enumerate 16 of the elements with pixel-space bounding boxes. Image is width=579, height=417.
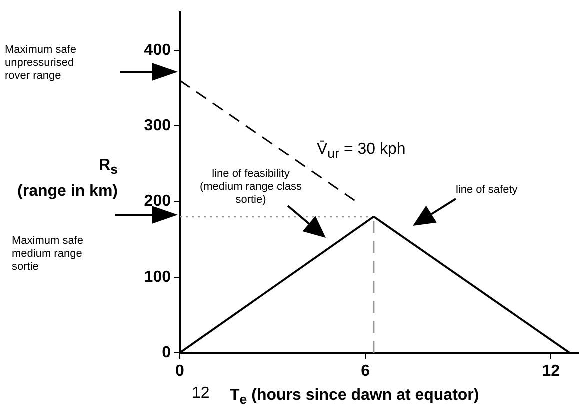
x-axis-title: T$_{e}$ (hours since dawn at equator) bbox=[230, 387, 480, 408]
y-tick-label: 300 bbox=[144, 117, 172, 134]
y-tick-label: 0 bbox=[162, 344, 172, 362]
annotation: line of safety bbox=[456, 184, 519, 197]
text: Maximum safe medium range sortie bbox=[12, 235, 85, 274]
annotation: V̄$_{ur}$ = 30 kph bbox=[317, 140, 407, 164]
y-axis-title: R$_{s}$ (range in km) bbox=[16, 156, 118, 202]
y-tick-label: 400 bbox=[144, 42, 172, 59]
x-tick-label: 12 bbox=[542, 363, 560, 380]
y-tick-label: 100 bbox=[144, 268, 172, 286]
text: Maximum safe unpressurised rover range bbox=[5, 44, 78, 83]
x-tick-label: 0 bbox=[176, 363, 185, 380]
x-tick-label: 6 bbox=[361, 363, 370, 380]
y-tick-label: 200 bbox=[144, 193, 172, 210]
annotation: line of feasibility (medium range class sortie) bbox=[198, 168, 304, 207]
text: 12 bbox=[192, 384, 211, 404]
